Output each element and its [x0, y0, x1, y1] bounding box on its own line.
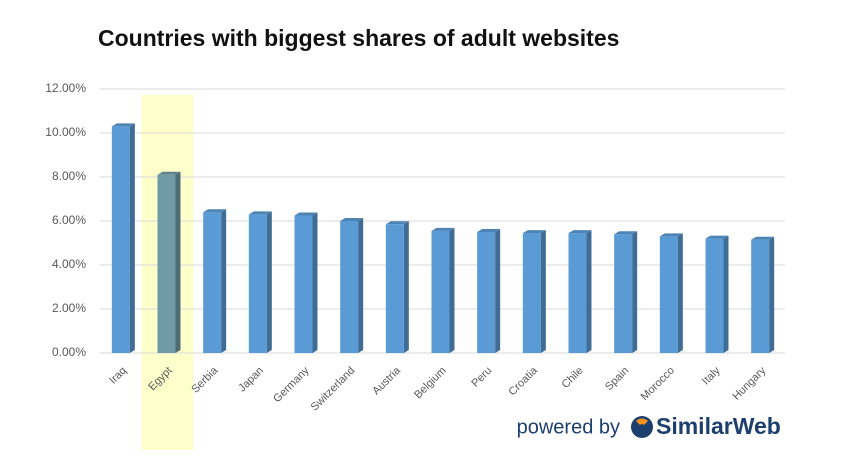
bar-side	[129, 123, 135, 354]
bar-top	[294, 212, 318, 216]
y-tick-label: 0.00%	[52, 345, 86, 359]
y-tick-label: 12.00%	[45, 81, 86, 95]
x-tick-label: Iraq	[107, 365, 129, 387]
bar-side	[632, 231, 638, 353]
bar-side	[449, 227, 455, 353]
y-tick-label: 10.00%	[45, 125, 86, 139]
bar-side	[677, 233, 683, 353]
logo-arc	[636, 418, 648, 425]
bar-side	[495, 229, 501, 353]
bar	[340, 221, 359, 353]
bar-top	[614, 231, 638, 235]
bar-top	[157, 171, 181, 175]
bar	[522, 233, 541, 353]
bar-top	[431, 227, 455, 231]
y-tick-label: 4.00%	[52, 257, 86, 271]
brand-logo	[631, 416, 653, 438]
x-tick-label: Peru	[469, 365, 494, 390]
bar-top	[477, 229, 501, 232]
x-tick-label: Austria	[370, 364, 403, 397]
x-tick-label: Switzerland	[309, 365, 358, 414]
bar	[477, 232, 496, 353]
bar-side	[769, 236, 775, 353]
x-tick-label: Spain	[603, 365, 631, 393]
bar	[385, 224, 404, 353]
x-tick-label: Morocco	[639, 365, 677, 403]
x-tick-label: Chile	[559, 365, 585, 391]
x-tick-label: Hungary	[730, 364, 768, 402]
bar-top	[111, 123, 135, 127]
bar-side	[586, 230, 592, 353]
bar	[659, 236, 678, 353]
y-tick-label: 2.00%	[52, 301, 86, 315]
bar-side	[540, 230, 546, 353]
bar	[111, 126, 130, 354]
y-tick-label: 6.00%	[52, 213, 86, 227]
bar-side	[175, 171, 181, 353]
bar-top	[751, 236, 775, 240]
x-tick-label: Belgium	[412, 365, 449, 402]
bar	[431, 230, 450, 353]
bar	[203, 212, 222, 353]
brand-name: SimilarWeb	[656, 413, 781, 439]
bar-side	[358, 218, 364, 353]
x-tick-label: Croatia	[506, 364, 540, 398]
bar	[614, 234, 633, 353]
chart-title: Countries with biggest shares of adult w…	[98, 25, 619, 51]
bar	[705, 238, 724, 353]
bar	[294, 215, 313, 353]
bar-side	[723, 235, 729, 353]
bar	[568, 233, 587, 353]
bar-top	[203, 209, 227, 213]
bar-top	[385, 221, 409, 225]
x-tick-label: Serbia	[189, 364, 221, 396]
y-tick-label: 8.00%	[52, 169, 86, 183]
bar	[248, 214, 267, 353]
x-tick-label: Germany	[271, 364, 312, 405]
bar-top	[659, 233, 683, 237]
bar-side	[403, 221, 409, 353]
x-tick-label: Japan	[236, 365, 266, 395]
bar-side	[266, 211, 272, 353]
bar	[751, 239, 770, 353]
x-tick-label: Italy	[700, 364, 723, 387]
footer-text: powered by	[517, 416, 620, 438]
bar-top	[705, 235, 729, 239]
bar-top	[568, 230, 592, 234]
bar-top	[522, 230, 546, 234]
bar	[157, 174, 176, 353]
bar-side	[221, 209, 227, 353]
bar-top	[248, 211, 272, 215]
bar-side	[312, 212, 318, 353]
bar-top	[340, 218, 364, 221]
